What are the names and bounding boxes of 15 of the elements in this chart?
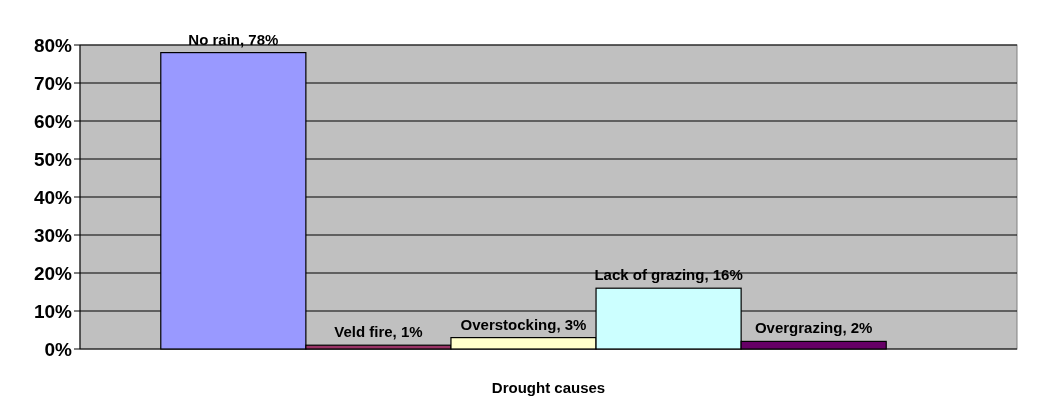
x-axis-title: Drought causes (491, 379, 606, 396)
y-tick-label: 0% (44, 338, 73, 360)
data-label: Overgrazing, 2% (754, 319, 873, 337)
y-tick-label: 70% (33, 72, 73, 94)
y-tick-label: 40% (33, 186, 73, 208)
data-label: Overstocking, 3% (460, 315, 587, 333)
y-tick-label: 20% (33, 262, 73, 284)
y-tick-label: 10% (33, 300, 73, 322)
data-label: Veld fire, 1% (334, 323, 423, 341)
y-tick-label: 80% (33, 34, 73, 56)
y-tick-label: 50% (33, 148, 73, 170)
y-tick-label: 30% (33, 224, 73, 246)
data-label: Lack of grazing, 16% (594, 266, 743, 284)
y-tick-label: 60% (33, 110, 73, 132)
data-label: No rain, 78% (188, 30, 279, 48)
